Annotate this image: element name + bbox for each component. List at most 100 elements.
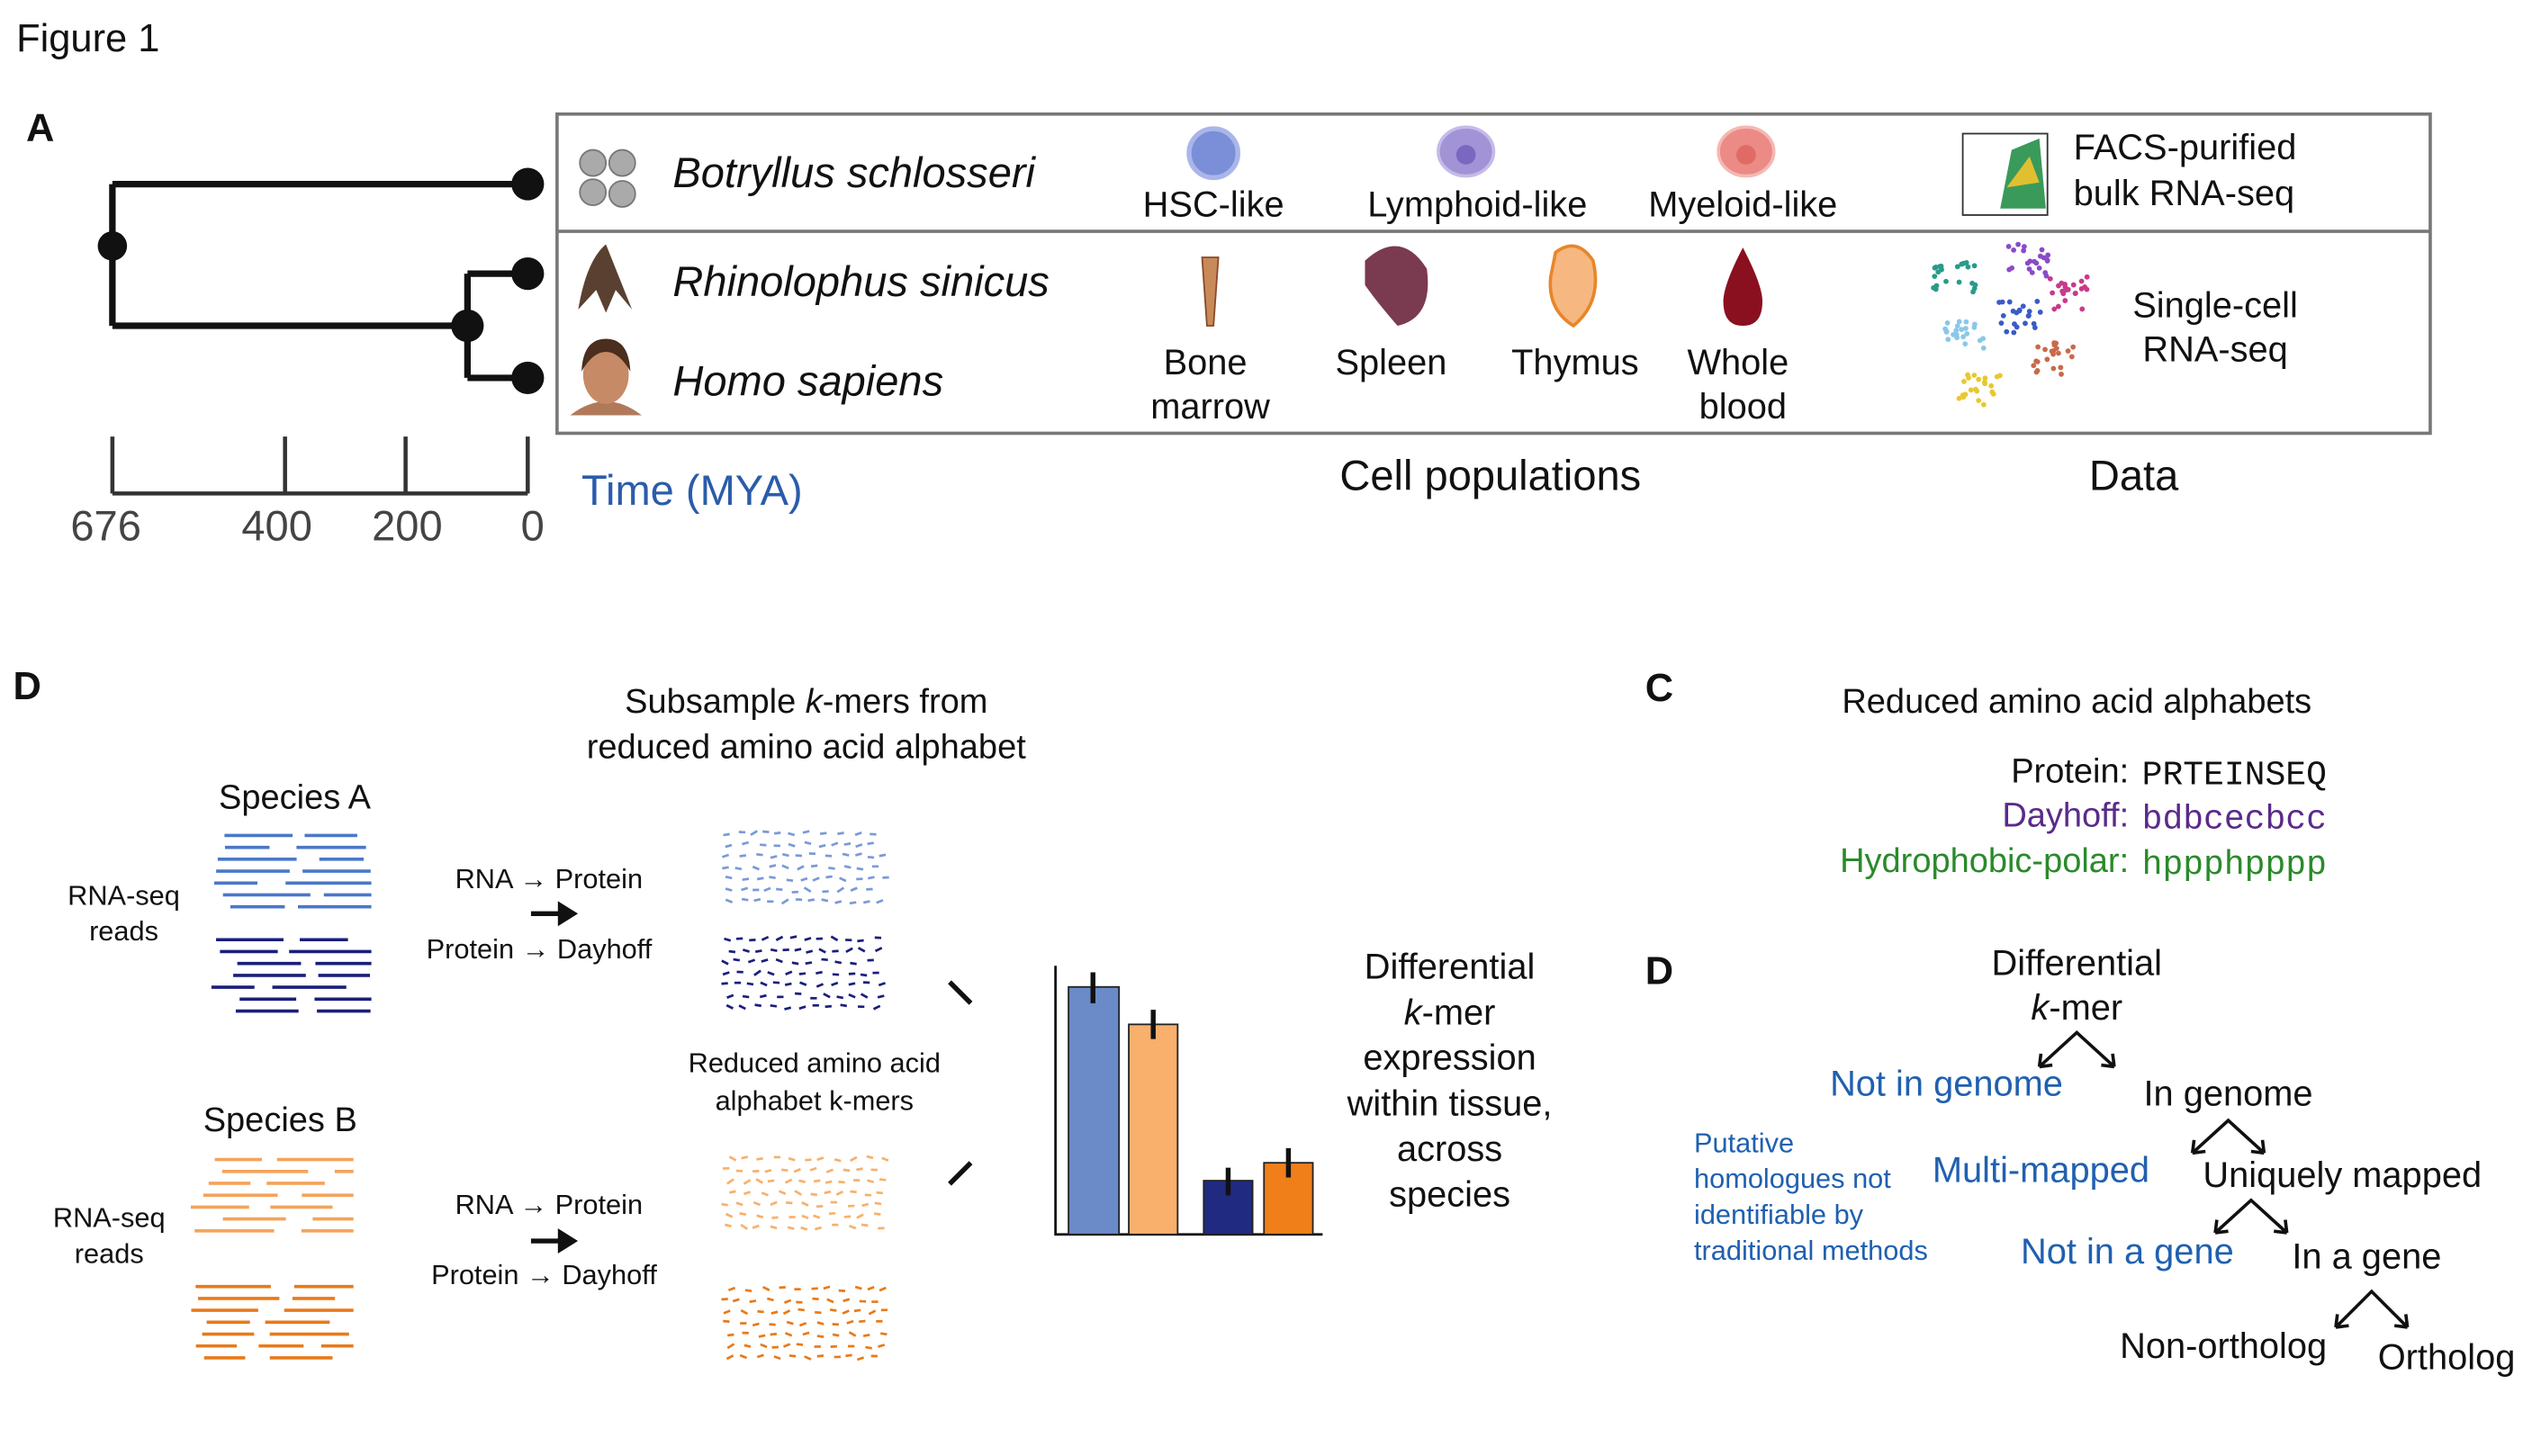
cell-icon	[1186, 126, 1241, 181]
kmer	[824, 1004, 832, 1009]
kmer	[723, 1319, 730, 1324]
kmer	[824, 1190, 832, 1195]
kmer	[879, 853, 887, 858]
data-type: Single-cell	[2132, 286, 2298, 326]
kmer	[840, 1003, 848, 1008]
umap-point	[2055, 303, 2061, 310]
arrowhead	[557, 901, 579, 927]
kmer	[759, 993, 767, 999]
kmer	[787, 1226, 795, 1230]
kmer	[879, 1178, 887, 1182]
kmer	[783, 1343, 791, 1348]
bone-icon	[1201, 256, 1220, 327]
time-ticks: 676 400 200 0	[70, 502, 544, 550]
reads-label: RNA-seq	[68, 879, 180, 911]
umap-point	[1938, 263, 1944, 269]
umap-point	[1962, 326, 1969, 331]
kmer	[834, 900, 842, 904]
kmer	[853, 1308, 861, 1313]
kmer	[878, 1344, 886, 1348]
kmer	[802, 830, 810, 834]
error-bars	[1090, 972, 1292, 1196]
umap-point	[1976, 398, 1982, 404]
umap-point	[2026, 309, 2032, 314]
kmer	[804, 1355, 812, 1361]
kmer	[856, 1213, 864, 1219]
kmer	[758, 1334, 766, 1338]
umap-point	[2042, 346, 2048, 353]
kmer	[802, 1331, 810, 1336]
kmer	[842, 1168, 851, 1173]
result-line: expression	[1363, 1038, 1536, 1078]
kmer	[788, 842, 796, 848]
kmer	[815, 1310, 822, 1315]
umap-point	[2065, 286, 2071, 292]
umap-point	[2053, 340, 2059, 346]
umap-point	[1966, 375, 1972, 381]
kmer	[752, 1200, 761, 1207]
reads-label: reads	[75, 1237, 144, 1269]
umap-point	[1998, 320, 2005, 326]
kmer	[755, 949, 762, 953]
umap-point	[2044, 258, 2050, 264]
tree-branches	[109, 180, 528, 382]
kmer	[800, 1226, 808, 1231]
kmer	[785, 1200, 793, 1205]
kmer	[761, 958, 769, 963]
phylogeny	[109, 180, 528, 382]
species-names: Botryllus schlosseri Rhinolophus sinicus…	[672, 148, 1049, 405]
arrow	[2334, 1289, 2410, 1329]
tick-label: 676	[70, 502, 141, 550]
umap-point	[2079, 306, 2086, 312]
workflow-header: Subsample k-mers from	[625, 683, 987, 721]
umap-point	[1953, 328, 1960, 334]
result-line: species	[1389, 1175, 1510, 1215]
kmer	[726, 1178, 734, 1185]
step: Protein → Dayhoff	[431, 1259, 657, 1290]
kmer	[798, 1179, 806, 1183]
umap-point	[2034, 299, 2041, 304]
tissue: marrow	[1150, 387, 1270, 427]
kmer	[856, 1356, 865, 1362]
icon-part	[581, 338, 631, 372]
kmer	[786, 878, 794, 883]
kmer	[754, 1003, 761, 1008]
kmer	[733, 957, 741, 962]
kmer	[815, 983, 824, 988]
thymus-icon	[1548, 244, 1598, 328]
kmer	[726, 1343, 735, 1350]
kmer	[793, 1167, 801, 1173]
node	[97, 231, 128, 261]
umap-point	[2011, 329, 2017, 336]
kmer	[749, 1299, 757, 1304]
kmer	[848, 1331, 857, 1337]
kmer	[816, 1156, 824, 1162]
kmer	[804, 840, 812, 845]
umap-point	[1980, 336, 1987, 342]
umap-point	[2023, 320, 2028, 327]
umap-point	[2070, 344, 2077, 350]
icon-part	[2006, 156, 2040, 188]
cell-nucleus	[1455, 145, 1476, 165]
kmer	[816, 1335, 824, 1338]
kmer	[770, 1225, 778, 1230]
umap-point	[2033, 369, 2040, 375]
kmer	[867, 1285, 875, 1291]
kmer	[861, 1202, 870, 1208]
data-type: bulk RNA-seq	[2074, 174, 2295, 213]
umap-icon	[1931, 241, 2090, 408]
kmer	[781, 1168, 788, 1173]
alphabet-rows: Protein: PRTEINSEQ Dayhoff: bdbcecbcc Hy…	[1840, 753, 2327, 885]
kmer	[727, 1286, 736, 1292]
column-header: Cell populations	[1339, 452, 1641, 499]
data-labels: FACS-purified bulk RNA-seq Single-cell R…	[2074, 128, 2298, 369]
umap-point	[1965, 264, 1971, 270]
umap-point	[2032, 325, 2038, 330]
kmer	[825, 1168, 833, 1173]
kmer	[756, 1214, 764, 1219]
kmer	[755, 1178, 764, 1184]
sequence: bdbcecbcc	[2142, 800, 2327, 839]
kmer	[849, 1155, 858, 1163]
kmer	[724, 937, 732, 942]
data-type: FACS-purified	[2074, 128, 2297, 167]
